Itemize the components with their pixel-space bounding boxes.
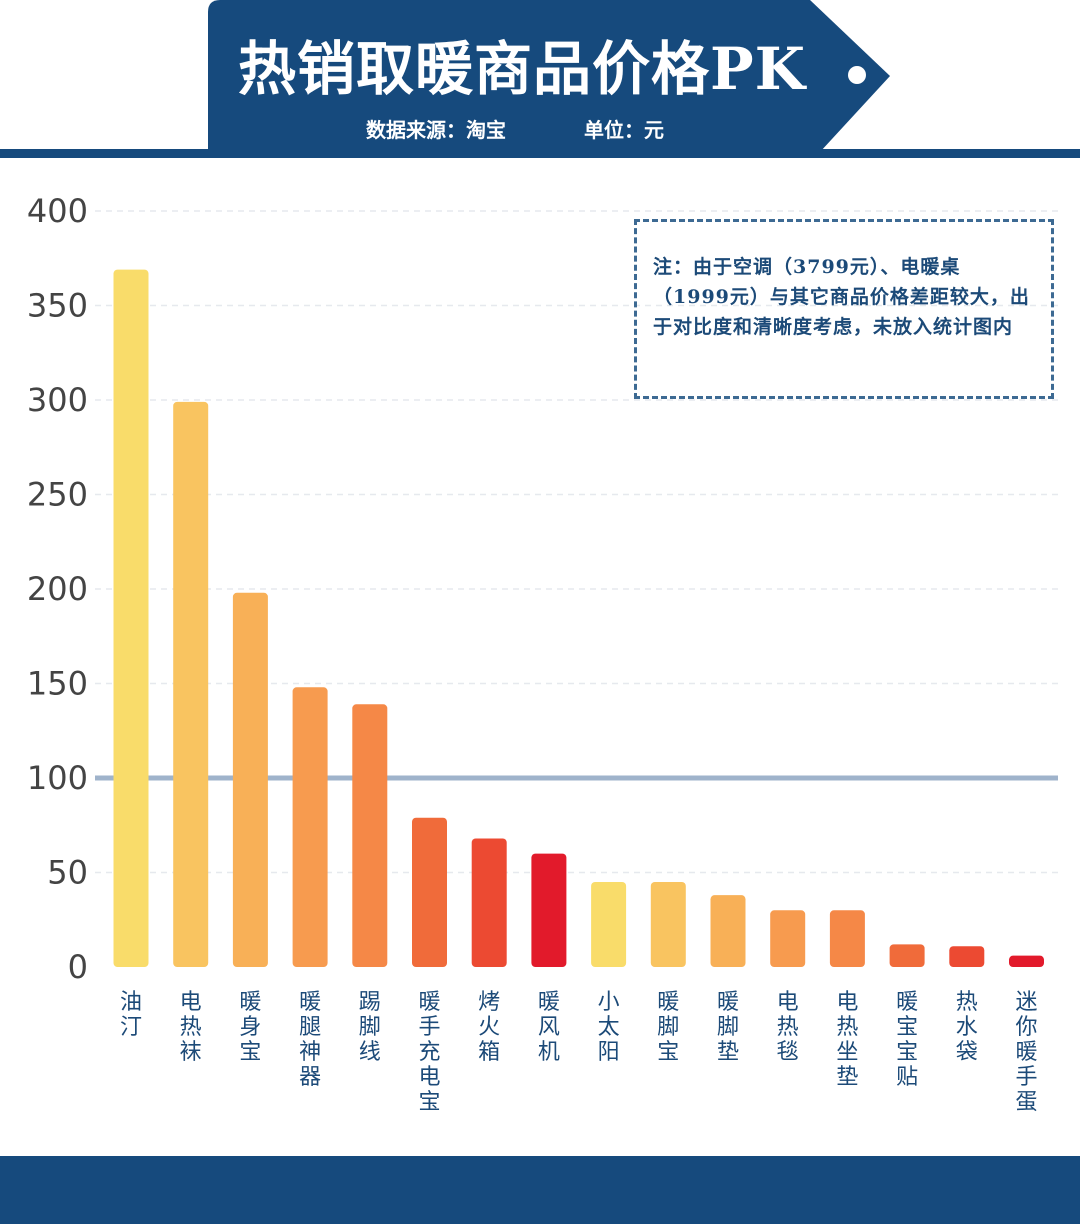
y-tick-label: 300 xyxy=(27,381,88,419)
y-tick-label: 50 xyxy=(47,854,88,892)
bar xyxy=(889,944,925,967)
x-tick-label: 小太阳 xyxy=(597,990,620,1065)
unit-label: 单位：元 xyxy=(584,118,664,142)
title-banner xyxy=(208,0,890,152)
bar xyxy=(650,881,686,967)
y-tick-label: 200 xyxy=(27,570,88,608)
bar xyxy=(232,592,268,967)
bar xyxy=(173,401,209,967)
chart-note: 注：由于空调（3799元）、电暖桌（1999元）与其它商品价格差距较大，出于对比… xyxy=(634,219,1054,399)
bar xyxy=(113,269,149,968)
dot-icon xyxy=(848,66,866,84)
x-tick-label: 电热袜 xyxy=(179,990,202,1065)
bar xyxy=(471,838,507,967)
x-tick-label: 迷你暖手蛋 xyxy=(1015,990,1038,1115)
x-tick-label: 烤火箱 xyxy=(478,990,501,1065)
bar xyxy=(770,910,806,967)
x-tick-label: 电热坐垫 xyxy=(836,990,859,1090)
bar xyxy=(710,895,746,967)
bar xyxy=(531,853,567,967)
footer-bar xyxy=(0,1156,1080,1224)
x-tick-label: 电热毯 xyxy=(776,990,799,1065)
y-tick-label: 150 xyxy=(27,665,88,703)
y-tick-label: 350 xyxy=(27,287,88,325)
bar xyxy=(949,946,985,967)
x-tick-label: 暖脚垫 xyxy=(716,990,739,1065)
data-source: 数据来源：淘宝 xyxy=(366,118,506,142)
x-tick-label: 暖身宝 xyxy=(239,990,262,1065)
page-title: 热销取暖商品价格PK xyxy=(238,35,807,103)
y-tick-label: 400 xyxy=(27,192,88,230)
y-tick-label: 250 xyxy=(27,476,88,514)
bar xyxy=(1009,955,1044,967)
bar xyxy=(352,704,388,967)
x-tick-label: 暖腿神器 xyxy=(299,990,322,1090)
header-rule xyxy=(0,149,1080,158)
bar xyxy=(591,881,627,967)
x-tick-label: 油汀 xyxy=(119,990,142,1040)
x-tick-label: 热水袋 xyxy=(955,990,978,1065)
bar xyxy=(412,817,447,967)
x-tick-label: 暖风机 xyxy=(537,990,560,1065)
x-tick-label: 暖脚宝 xyxy=(657,990,680,1065)
y-tick-label: 0 xyxy=(68,948,88,986)
bar xyxy=(829,910,865,967)
x-tick-label: 暖宝宝贴 xyxy=(896,990,919,1090)
x-tick-label: 踢脚线 xyxy=(358,990,381,1065)
y-tick-label: 100 xyxy=(27,759,88,797)
x-tick-label: 暖手充电宝 xyxy=(418,990,441,1115)
bar xyxy=(292,687,328,967)
